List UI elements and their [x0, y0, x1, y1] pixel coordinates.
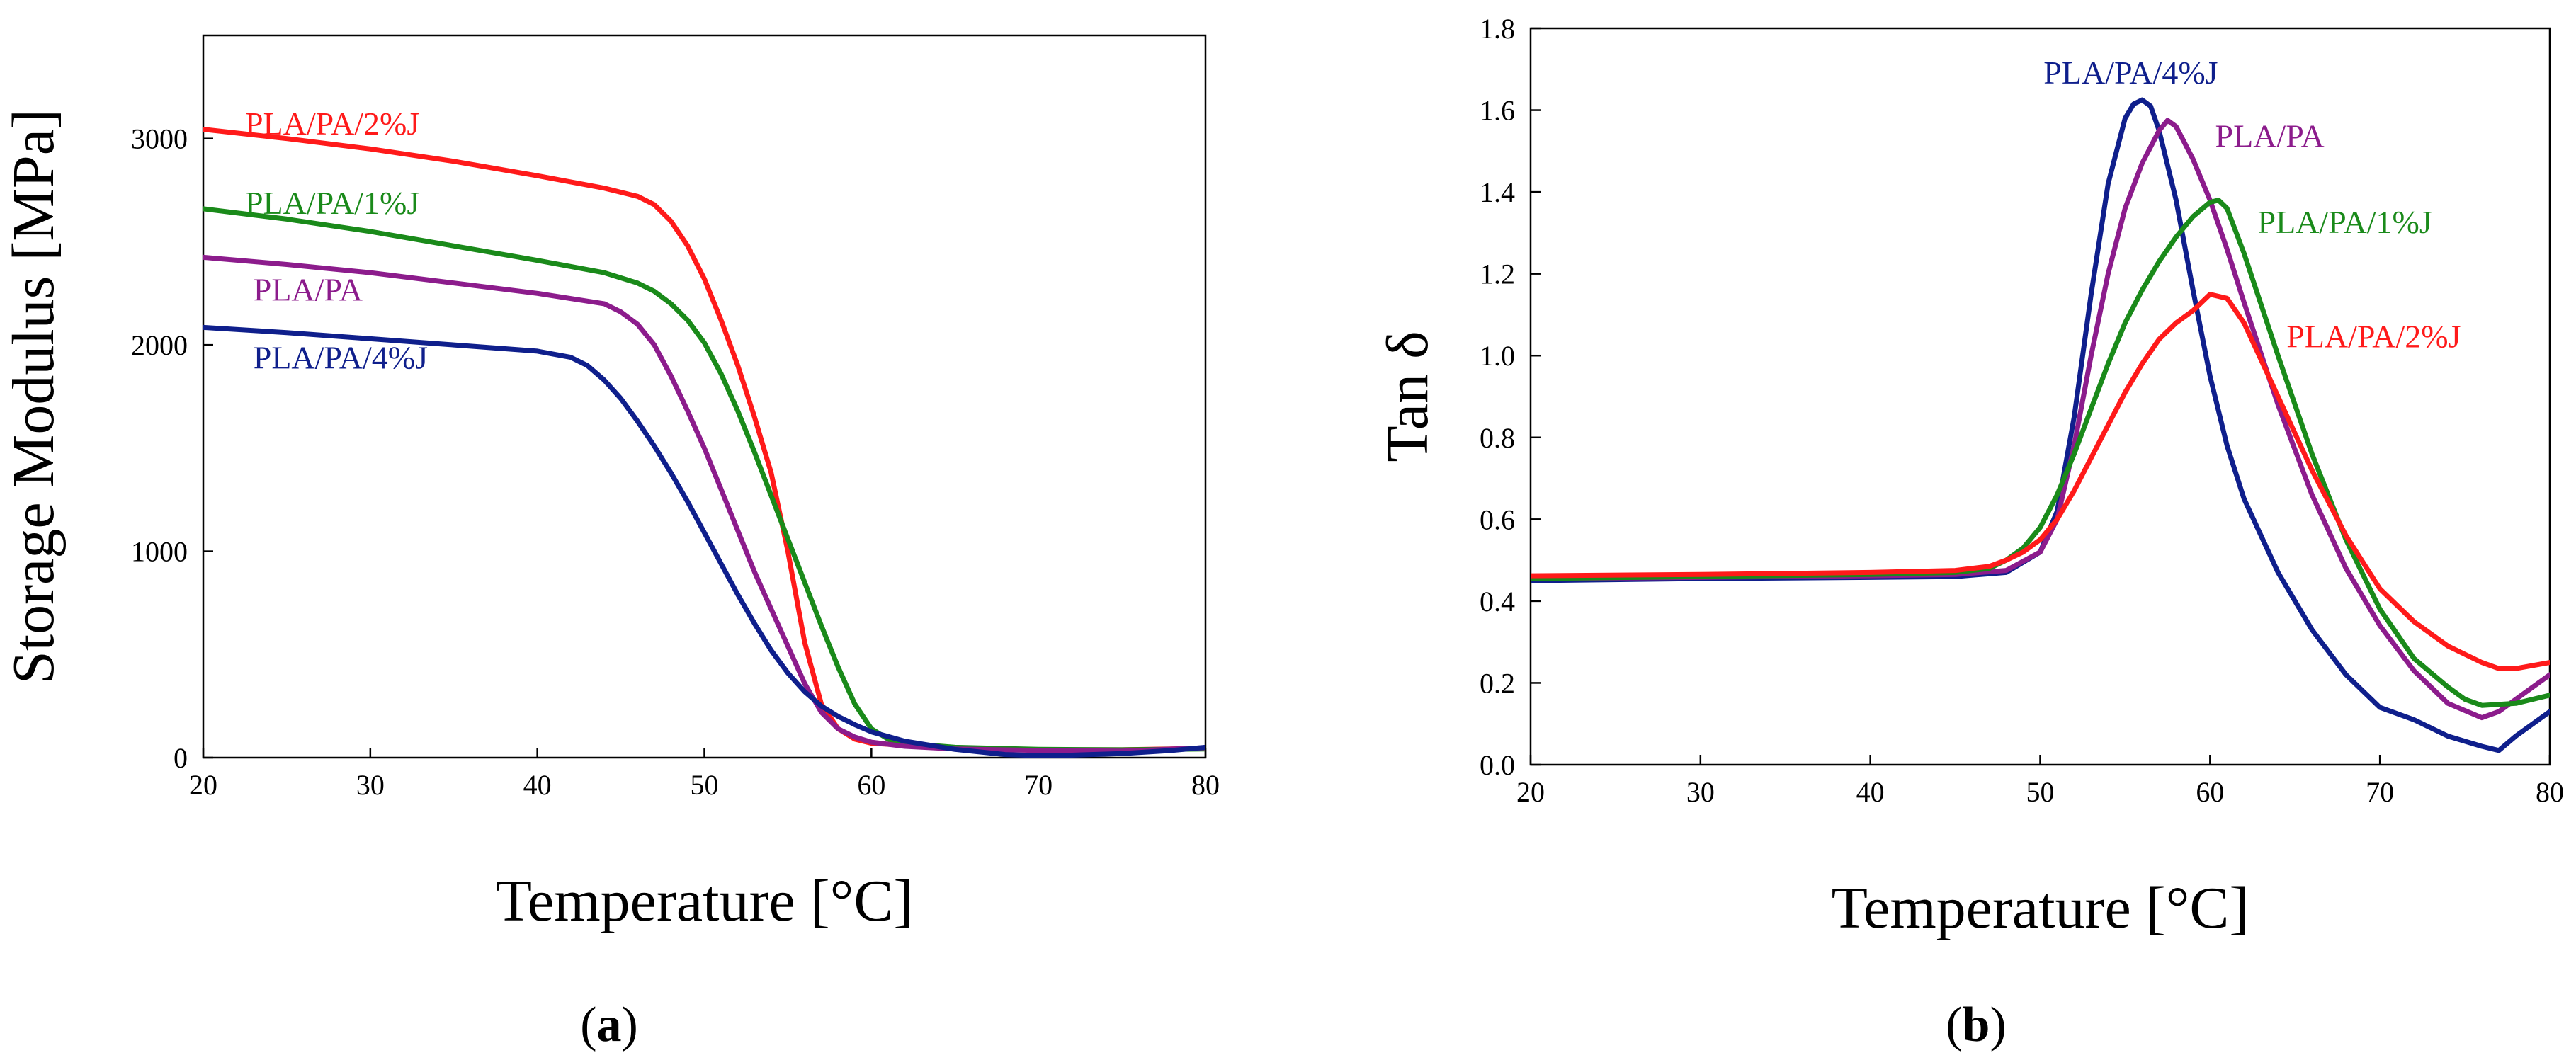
- x-tick-label: 20: [1516, 776, 1545, 808]
- y-tick-label: 1.6: [1480, 95, 1515, 127]
- panel-letter: b: [1963, 998, 1990, 1052]
- y-tick-label: 0.6: [1480, 503, 1515, 535]
- y-tick-label: 1.0: [1480, 340, 1515, 372]
- x-axis-label: Temperature [°C]: [1832, 875, 2249, 941]
- x-tick-label: 30: [356, 769, 385, 801]
- y-tick-label: 1.8: [1480, 13, 1515, 45]
- panel-label: (a): [580, 998, 638, 1052]
- y-axis-label: Tan δ: [1375, 331, 1441, 462]
- chart-panel-a: 20 30 40 50 60 70 80 0 1000 2000 3000 Temperature […: [1, 34, 1220, 1052]
- series-line-pla-pa: [1531, 118, 2550, 721]
- y-tick-label: 1000: [131, 536, 188, 568]
- x-tick-label: 60: [2196, 776, 2224, 808]
- x-tick-label: 70: [1024, 769, 1052, 801]
- y-tick-label: 0.4: [1480, 586, 1515, 617]
- series-label: PLA/PA/1%J: [2257, 204, 2432, 240]
- y-tick-label: 2000: [131, 329, 188, 361]
- series-label: PLA/PA/1%J: [245, 185, 419, 221]
- y-tick-label: 3000: [131, 123, 188, 155]
- series-label: PLA/PA: [2215, 118, 2325, 154]
- series-line-pla-pa: [203, 254, 1205, 754]
- panel-letter: a: [597, 998, 622, 1052]
- x-tick-label: 50: [691, 769, 719, 801]
- x-tick-label: 60: [857, 769, 885, 801]
- series-label: PLA/PA/2%J: [245, 106, 419, 142]
- x-tick-label: 80: [2536, 776, 2564, 808]
- y-tick-label: 1.4: [1480, 176, 1515, 208]
- x-tick-label: 20: [189, 769, 217, 801]
- y-tick-label: 0.8: [1480, 422, 1515, 454]
- x-tick-label: 50: [2026, 776, 2055, 808]
- x-tick-label: 70: [2366, 776, 2394, 808]
- x-tick-label: 40: [1856, 776, 1885, 808]
- series-label: PLA/PA: [254, 271, 363, 307]
- series-label: PLA/PA/4%J: [254, 340, 428, 376]
- chart-panel-b: 20 30 40 50 60 70 80 0.0 0.2 0.4 0.6 0.8 1.0 1.2 1.4 1.…: [1375, 13, 2564, 1052]
- y-tick-label: 0.2: [1480, 667, 1515, 699]
- series-line-pla-pa-4-j: [203, 324, 1205, 758]
- y-axis-label: Storage Modulus [MPa]: [1, 109, 67, 684]
- x-axis-label: Temperature [°C]: [496, 868, 914, 934]
- series-label: PLA/PA/2%J: [2286, 319, 2461, 355]
- panel-label: (b): [1946, 998, 2007, 1052]
- y-tick-label: 0.0: [1480, 749, 1515, 781]
- x-tick-label: 80: [1191, 769, 1220, 801]
- y-tick-label: 1.2: [1480, 258, 1515, 290]
- x-tick-label: 30: [1686, 776, 1715, 808]
- series-line-pla-pa-2-j: [1531, 292, 2550, 671]
- series-label: PLA/PA/4%J: [2043, 55, 2218, 91]
- y-tick-label: 0: [174, 742, 188, 774]
- x-tick-label: 40: [523, 769, 552, 801]
